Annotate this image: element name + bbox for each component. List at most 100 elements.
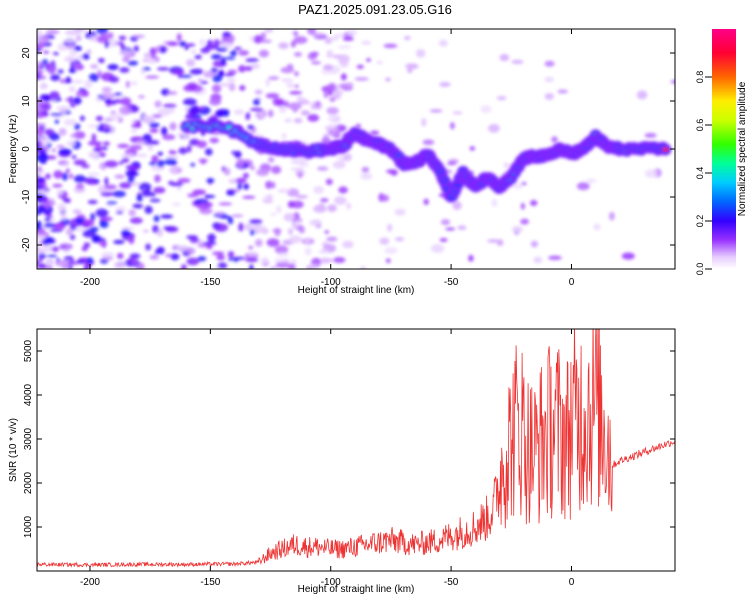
noise-blob <box>72 61 80 70</box>
noise-blob <box>51 246 60 252</box>
noise-blob <box>385 258 391 264</box>
noise-blob <box>160 214 174 219</box>
noise-blob <box>99 238 106 242</box>
noise-blob <box>66 140 76 147</box>
noise-blob <box>304 247 312 256</box>
noise-blob <box>480 105 492 114</box>
noise-blob <box>223 167 231 176</box>
noise-blob <box>136 195 143 202</box>
noise-blob <box>144 205 153 214</box>
noise-blob <box>132 203 144 209</box>
noise-blob <box>103 117 114 122</box>
noise-blob <box>145 243 152 251</box>
colorbar-label: Normalized spectral amplitude <box>737 81 748 216</box>
noise-blob <box>104 128 112 132</box>
noise-blob <box>284 118 293 123</box>
noise-blob <box>327 204 337 212</box>
noise-blob <box>54 119 60 124</box>
noise-blob <box>100 146 108 151</box>
noise-blob <box>233 46 242 51</box>
noise-blob <box>214 223 229 232</box>
noise-blob <box>129 144 142 151</box>
noise-blob <box>58 259 73 267</box>
noise-blob <box>107 64 119 71</box>
noise-blob <box>37 166 42 173</box>
noise-blob <box>250 63 260 69</box>
noise-blob <box>104 177 109 186</box>
noise-blob <box>75 34 82 42</box>
noise-blob <box>670 79 675 84</box>
noise-blob <box>120 97 132 106</box>
noise-blob <box>45 29 60 35</box>
noise-blob <box>147 58 157 64</box>
noise-blob <box>340 73 347 81</box>
noise-blob <box>294 84 299 88</box>
noise-blob <box>226 78 236 83</box>
noise-blob <box>186 235 199 240</box>
noise-blob <box>59 243 73 250</box>
spectrogram-noise <box>37 29 675 269</box>
noise-blob <box>326 236 338 242</box>
noise-blob <box>44 128 55 136</box>
spectrogram-y-ticks: -20 -10 0 10 20 <box>21 47 675 252</box>
noise-blob <box>271 181 276 189</box>
noise-blob <box>249 264 254 269</box>
noise-blob <box>43 239 49 246</box>
noise-blob <box>438 39 448 47</box>
noise-blob <box>205 148 213 156</box>
noise-blob <box>214 211 226 215</box>
noise-blob <box>133 45 139 52</box>
noise-blob <box>120 43 125 51</box>
noise-blob <box>233 258 239 262</box>
x-tick-label: -50 <box>444 277 459 288</box>
noise-blob <box>94 144 102 153</box>
noise-blob <box>68 173 74 179</box>
noise-blob <box>256 168 270 177</box>
colorbar-tick-label: 0.6 <box>695 119 705 132</box>
noise-blob <box>297 171 303 179</box>
spectrogram-ridge <box>180 118 672 203</box>
noise-blob <box>206 39 213 47</box>
noise-blob <box>73 159 87 166</box>
noise-blob <box>361 41 372 45</box>
noise-blob <box>268 156 275 163</box>
x-tick-label: -150 <box>200 277 220 288</box>
noise-blob <box>287 263 296 269</box>
noise-blob <box>60 108 67 114</box>
x-tick-label: 0 <box>569 277 575 288</box>
noise-blob <box>404 36 411 40</box>
noise-blob <box>219 83 231 87</box>
colorbar-ticks: 0.0 0.2 0.4 0.6 0.8 <box>695 71 712 275</box>
noise-blob <box>68 86 76 93</box>
noise-blob <box>317 166 329 172</box>
noise-blob <box>218 202 233 206</box>
noise-blob <box>45 258 55 265</box>
noise-blob <box>101 86 112 93</box>
noise-blob <box>185 113 197 121</box>
noise-blob <box>242 195 256 199</box>
noise-blob <box>81 164 90 169</box>
x-tick-label: -150 <box>200 577 220 588</box>
noise-blob <box>245 112 251 121</box>
noise-blob <box>206 178 215 184</box>
noise-blob <box>119 182 132 189</box>
y-tick-label: 10 <box>21 95 32 107</box>
noise-blob <box>142 114 149 119</box>
noise-blob <box>281 78 294 83</box>
noise-blob <box>136 153 148 158</box>
noise-blob <box>337 45 352 49</box>
noise-blob <box>250 107 264 112</box>
noise-blob <box>407 69 413 73</box>
noise-blob <box>37 49 41 54</box>
noise-blob <box>521 182 527 186</box>
noise-blob <box>308 221 320 226</box>
noise-blob <box>39 75 47 80</box>
noise-blob <box>95 97 102 103</box>
noise-blob <box>233 109 245 115</box>
noise-blob <box>287 200 295 208</box>
noise-blob <box>149 254 160 260</box>
noise-blob <box>74 123 81 130</box>
noise-blob <box>356 64 364 70</box>
noise-blob <box>296 195 308 199</box>
noise-blob <box>157 67 170 71</box>
